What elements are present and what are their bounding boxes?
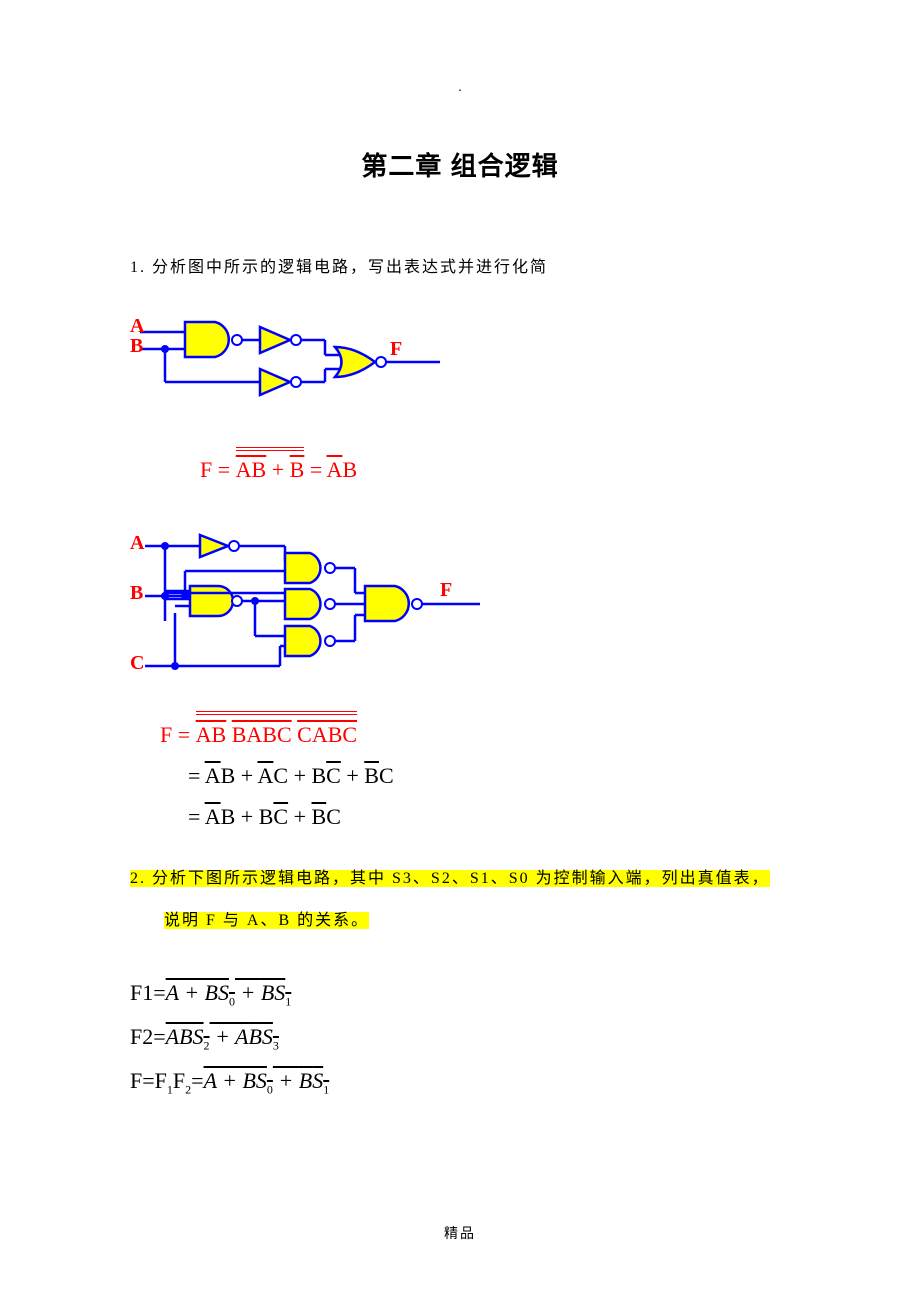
f1-lhs: F xyxy=(200,457,212,482)
eqf2c: B xyxy=(248,1024,261,1049)
circuit-diagram-1: A B F xyxy=(130,307,790,422)
eq-f2: F2=ABS2 + ABS3 xyxy=(130,1015,790,1059)
f1-plus: + xyxy=(266,457,289,482)
f2l3c: C xyxy=(273,804,288,829)
eqf2b: + A xyxy=(210,1024,249,1049)
label-B2: B xyxy=(130,582,143,604)
f2-p3: CABC xyxy=(297,722,357,747)
f2l3p2: + xyxy=(288,804,311,829)
formula-2-line2: = AB + AC + BC + BC xyxy=(188,759,790,792)
f1-ab: AB xyxy=(236,457,267,482)
page: . 第二章 组合逻辑 1. 分析图中所示的逻辑电路，写出表达式并进行化简 A B xyxy=(0,0,920,1283)
chapter-title: 第二章 组合逻辑 xyxy=(130,146,790,183)
f2l2c2: C xyxy=(326,763,341,788)
f2l3b: B xyxy=(221,804,236,829)
eqf2d: S xyxy=(262,1024,273,1049)
f2l3a: A xyxy=(205,804,221,829)
label-F2: F xyxy=(440,579,452,601)
f2-p1: AB xyxy=(196,722,227,747)
f2l2b2: B xyxy=(311,763,326,788)
question-1: 1. 分析图中所示的逻辑电路，写出表达式并进行化简 xyxy=(130,253,790,277)
eqf1c: B xyxy=(261,980,274,1005)
equation-block: F1=A + BS0 + BS1 F2=ABS2 + ABS3 F=F1F2=A… xyxy=(130,971,790,1103)
f1-ra: A xyxy=(327,457,343,482)
f2l2p2: + xyxy=(288,763,311,788)
f1-rb: B xyxy=(342,457,357,482)
eqf1l: F1= xyxy=(130,980,166,1005)
eqf3a: A + BS xyxy=(204,1068,267,1093)
label-F1: F xyxy=(390,338,402,360)
eqf2a: ABS xyxy=(166,1024,204,1049)
eqf3s1: 1 xyxy=(323,1083,329,1097)
f2l3b3: B xyxy=(312,804,327,829)
eqf3d: S xyxy=(312,1068,323,1093)
f1-eq: = xyxy=(310,457,327,482)
formula-1: F = AB + B = AB xyxy=(130,447,790,486)
circuit-diagram-2: A B C xyxy=(130,521,790,691)
q2-part1: 2. 分析下图所示逻辑电路，其中 xyxy=(130,870,386,887)
f2-l1-lhs: F xyxy=(160,722,172,747)
f2l3p1: + xyxy=(235,804,258,829)
eqf1b: + xyxy=(235,980,261,1005)
f2l2c3: C xyxy=(379,763,394,788)
eq-f: F=F1F2=A + BS0 + BS1 xyxy=(130,1059,790,1103)
eqf3m: F xyxy=(173,1068,185,1093)
eqf3eq: = xyxy=(191,1068,203,1093)
f2-p2: BABC xyxy=(232,722,292,747)
f2l2c: C xyxy=(273,763,288,788)
f2l2b: B xyxy=(221,763,236,788)
circuit1-svg: A B F xyxy=(130,307,450,417)
f2l2a2: A xyxy=(257,763,273,788)
f2l3b2: B xyxy=(259,804,274,829)
q2-part4: 说明 F 与 A、B 的关系。 xyxy=(164,912,369,929)
f1-b: B xyxy=(290,457,305,482)
eq-f1: F1=A + BS0 + BS1 xyxy=(130,971,790,1015)
eqf1d: S xyxy=(274,980,285,1005)
formula-2-block: F = AB BABC CABC = AB + AC + BC + BC = A… xyxy=(160,711,790,833)
label-B: B xyxy=(130,335,143,357)
f2l3c2: C xyxy=(326,804,341,829)
circuit2-svg: A B C xyxy=(130,521,490,686)
eqf1a: A + BS xyxy=(166,980,229,1005)
eqf2s3: 3 xyxy=(273,1039,279,1053)
f2l2b3: B xyxy=(364,763,379,788)
label-A: A xyxy=(130,315,145,337)
formula-2-line3: = AB + BC + BC xyxy=(188,800,790,833)
eqf2l: F2= xyxy=(130,1024,166,1049)
eqf3c: B xyxy=(299,1068,312,1093)
eqf1s1: 1 xyxy=(285,995,291,1009)
formula-2-line1: F = AB BABC CABC xyxy=(160,711,790,751)
eqf3l: F=F xyxy=(130,1068,167,1093)
q2-part3: 为控制输入端，列出真值表， xyxy=(536,870,770,887)
q2-part2: S3、S2、S1、S0 xyxy=(386,870,536,887)
label-C2: C xyxy=(130,652,144,674)
question-2: 2. 分析下图所示逻辑电路，其中 S3、S2、S1、S0 为控制输入端，列出真值… xyxy=(130,858,790,941)
f2l2p3: + xyxy=(341,763,364,788)
footer: 精品 xyxy=(130,1223,790,1243)
f2l2a: A xyxy=(205,763,221,788)
eqf3b: + xyxy=(273,1068,299,1093)
label-A2: A xyxy=(130,532,145,554)
top-dot: . xyxy=(130,80,790,96)
f2l2p1: + xyxy=(235,763,257,788)
